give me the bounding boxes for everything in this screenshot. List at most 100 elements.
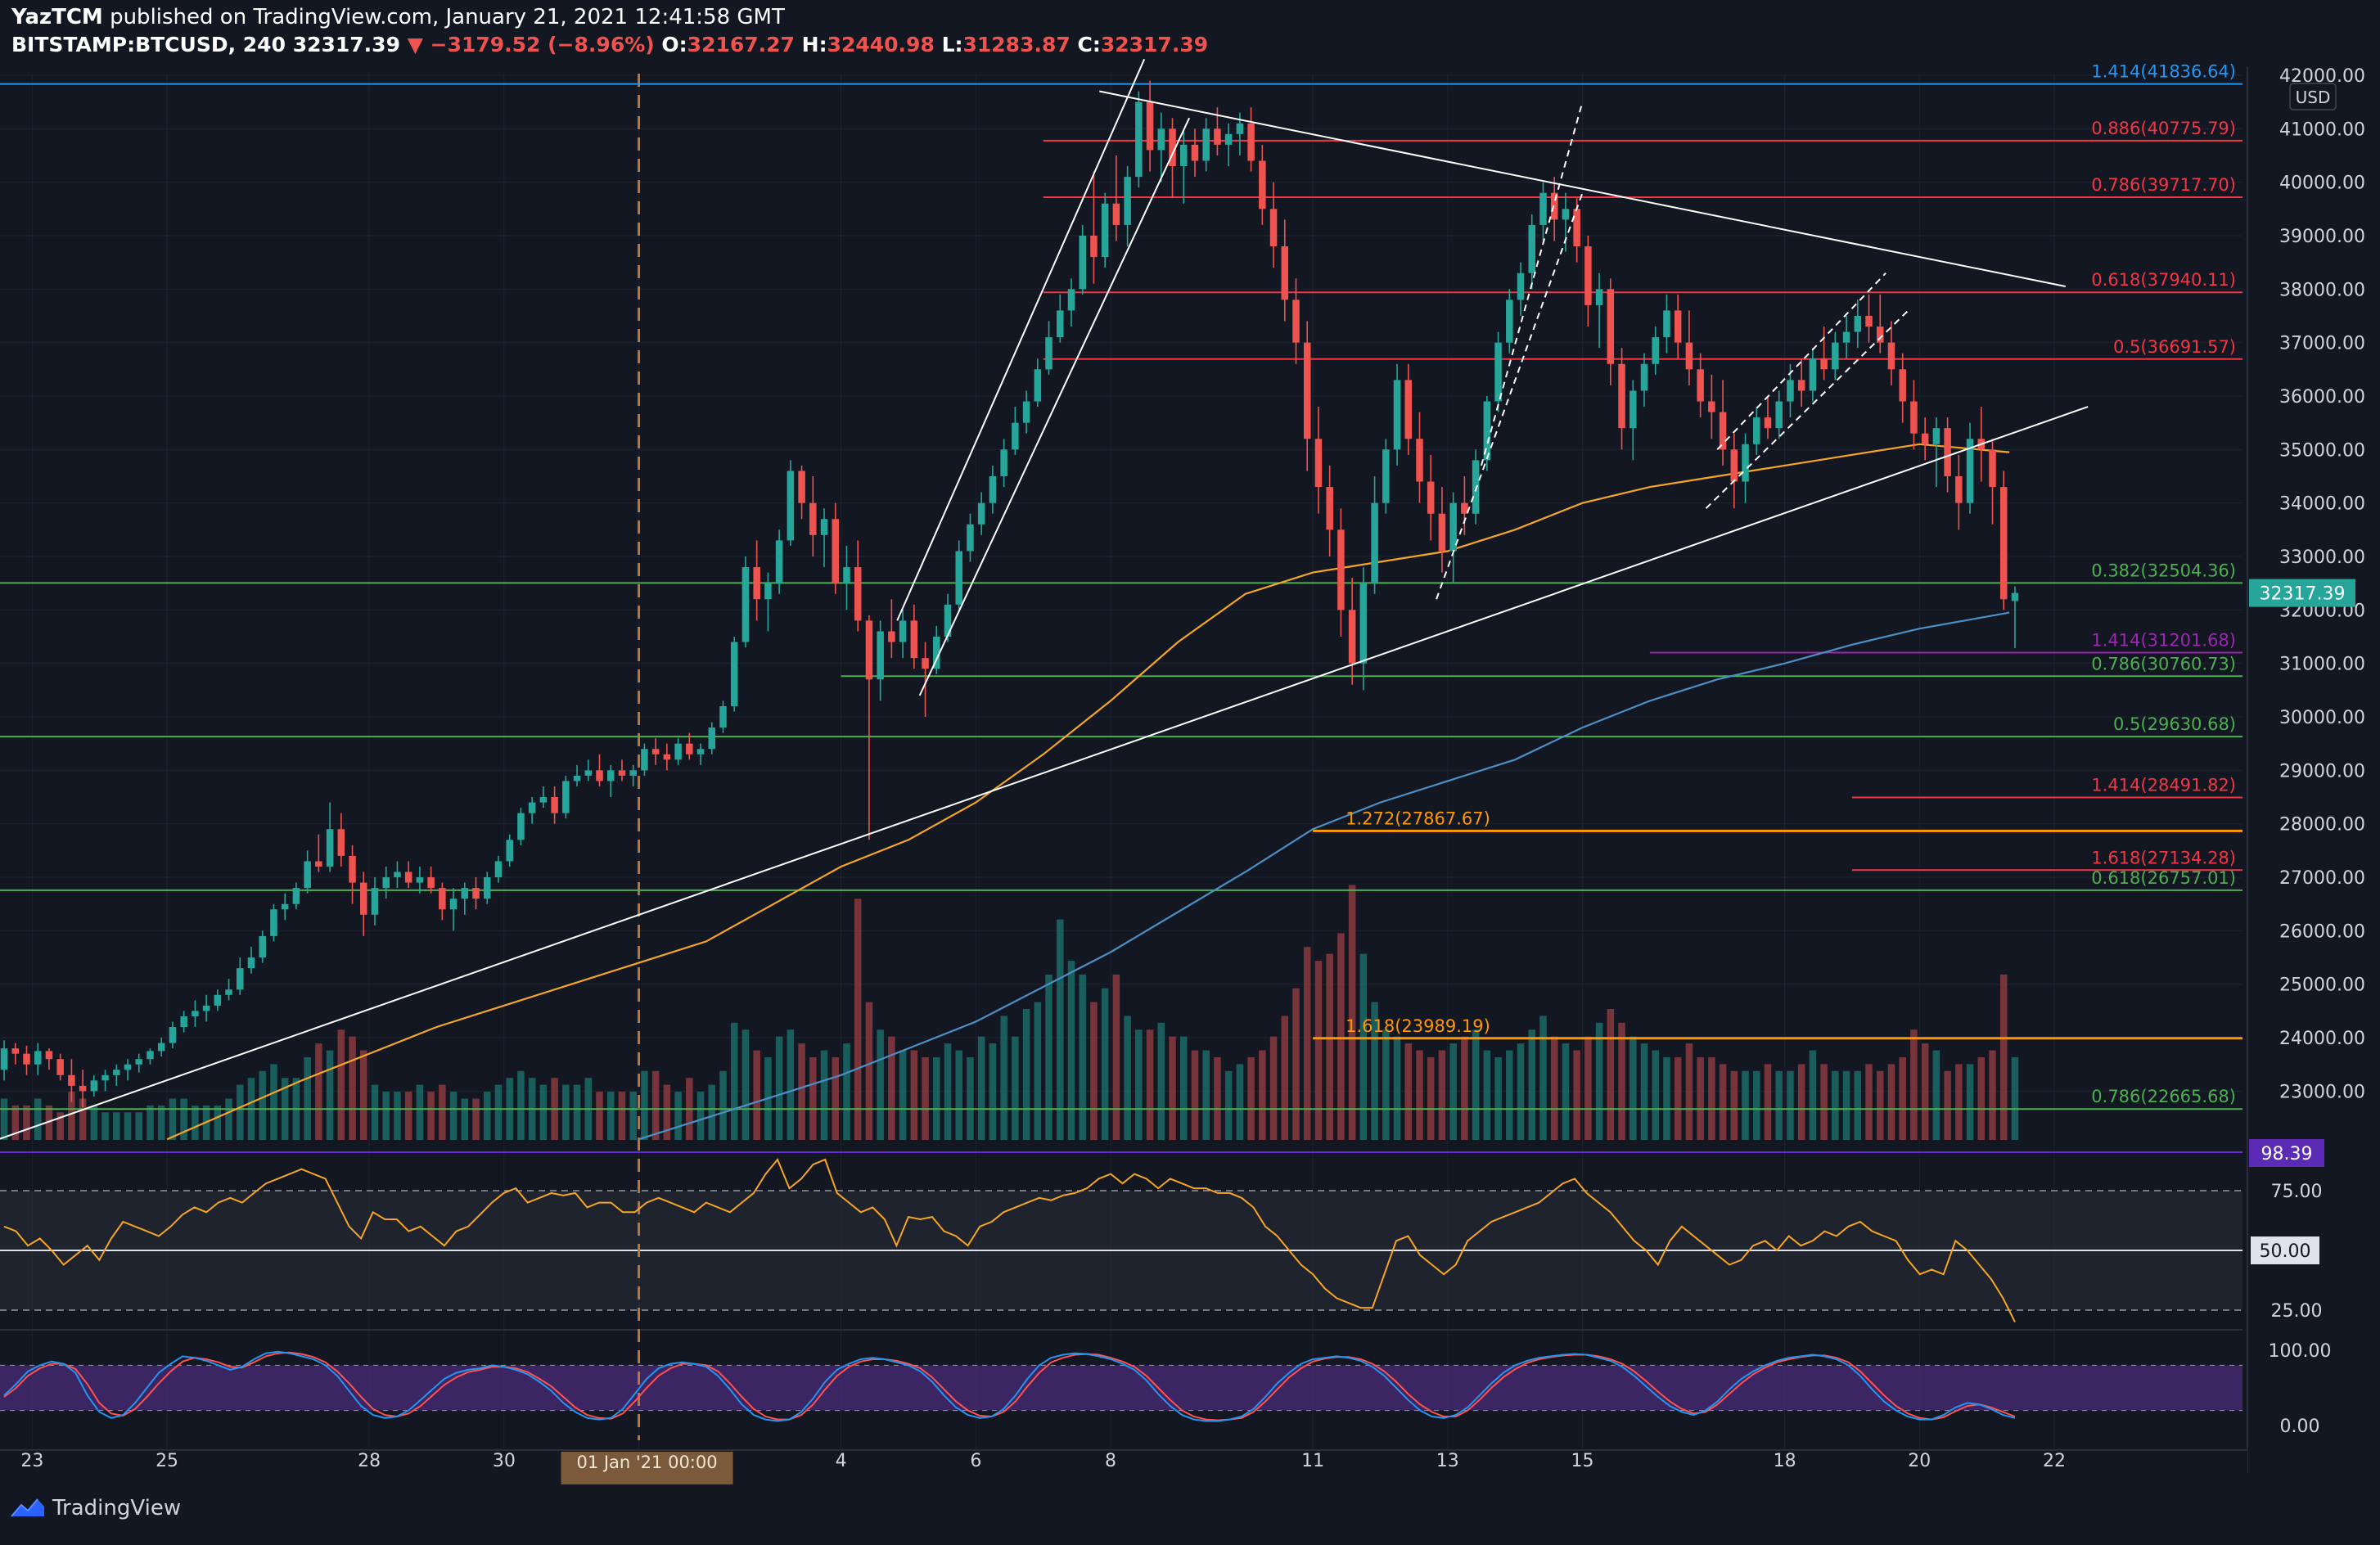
stoch-k-series bbox=[3, 1350, 2016, 1422]
fib-label: 1.618(27134.28) bbox=[2091, 848, 2236, 867]
publish-info: YazTCM published on TradingView.com, Jan… bbox=[11, 5, 785, 29]
candle-body bbox=[146, 1051, 154, 1060]
date-tick-label: 28 bbox=[358, 1451, 381, 1471]
candle-body bbox=[888, 631, 895, 642]
candle-body bbox=[989, 475, 997, 503]
candle-body bbox=[1224, 133, 1233, 145]
candle-body bbox=[1179, 144, 1188, 167]
candle-body bbox=[1000, 449, 1007, 476]
volume-bar bbox=[798, 1043, 805, 1140]
price-tick-label: 25000.00 bbox=[2279, 975, 2365, 996]
date-tick-label: 8 bbox=[1105, 1451, 1116, 1471]
tradingview-brand[interactable]: TradingView bbox=[10, 1496, 181, 1520]
fib-label: 0.786(22665.68) bbox=[2091, 1087, 2236, 1106]
volume-bar bbox=[1202, 1050, 1210, 1140]
candle-body bbox=[1607, 289, 1615, 364]
volume-bar bbox=[562, 1084, 570, 1140]
volume-bar bbox=[1595, 1022, 1603, 1140]
volume-bar bbox=[922, 1056, 929, 1140]
candle-body bbox=[349, 855, 356, 883]
candle-body bbox=[674, 743, 682, 760]
volume-bar bbox=[225, 1098, 232, 1140]
candle-body bbox=[1472, 460, 1480, 514]
candle-body bbox=[517, 813, 525, 840]
volume-bar bbox=[1842, 1070, 1850, 1140]
candle-body bbox=[1259, 160, 1266, 209]
candle-body bbox=[651, 749, 660, 754]
candle-body bbox=[124, 1064, 132, 1070]
volume-bar bbox=[606, 1092, 615, 1140]
low-label: L: bbox=[941, 33, 963, 56]
volume-bar bbox=[1269, 1036, 1278, 1140]
candle-body bbox=[1562, 209, 1570, 220]
volume-bar bbox=[1999, 974, 2008, 1140]
date-tick-label: 23 bbox=[20, 1451, 43, 1471]
candle-body bbox=[1910, 401, 1918, 434]
fib-label: 1.414(28491.82) bbox=[2091, 776, 2236, 795]
volume-bar bbox=[180, 1098, 187, 1140]
candle-body bbox=[1371, 502, 1378, 583]
volume-bar bbox=[56, 1112, 64, 1140]
publisher-name[interactable]: YazTCM bbox=[11, 5, 103, 29]
candle-body bbox=[1663, 310, 1670, 338]
candle-body bbox=[1820, 358, 1828, 370]
candle-body bbox=[202, 1005, 210, 1011]
date-tick-label: 30 bbox=[493, 1451, 516, 1471]
candle-body bbox=[45, 1051, 53, 1060]
volume-bar bbox=[1146, 1029, 1154, 1140]
volume-bar bbox=[1944, 1070, 1951, 1140]
volume-bar bbox=[1034, 1002, 1042, 1140]
volume-bar bbox=[989, 1043, 997, 1140]
candle-body bbox=[1449, 502, 1457, 552]
volume-bar bbox=[1652, 1050, 1659, 1140]
volume-bar bbox=[461, 1098, 469, 1140]
candle-body bbox=[360, 882, 367, 915]
candle-body bbox=[764, 583, 772, 600]
volume-bar bbox=[1112, 974, 1120, 1140]
candle-body bbox=[1483, 401, 1491, 461]
volume-bar bbox=[944, 1043, 952, 1140]
candle-body bbox=[1359, 583, 1368, 664]
stoch-band bbox=[0, 1365, 2243, 1411]
volume-bar bbox=[1539, 1016, 1547, 1140]
high-value: 32440.98 bbox=[827, 33, 935, 56]
volume-bar bbox=[1528, 1029, 1536, 1140]
candle-body bbox=[1101, 203, 1109, 258]
candle-body bbox=[494, 861, 503, 878]
price-tick-label: 27000.00 bbox=[2279, 868, 2365, 889]
price-tick-label: 24000.00 bbox=[2279, 1029, 2365, 1049]
stochastic-pane bbox=[0, 1364, 2243, 1412]
volume-bar bbox=[382, 1092, 390, 1140]
candle-body bbox=[1944, 428, 1951, 476]
volume-bar bbox=[337, 1029, 345, 1140]
candle-body bbox=[730, 642, 738, 706]
volume-bar bbox=[326, 1050, 334, 1140]
candle-body bbox=[1775, 401, 1783, 429]
volume-bar bbox=[1742, 1070, 1749, 1140]
candle-body bbox=[910, 620, 918, 659]
candle-body bbox=[1146, 101, 1154, 151]
candle-body bbox=[573, 775, 581, 782]
high-label: H: bbox=[801, 33, 827, 56]
open-value: 32167.27 bbox=[687, 33, 795, 56]
volume-bar bbox=[1887, 1064, 1895, 1140]
fib-label: 1.272(27867.67) bbox=[1346, 809, 1490, 828]
candle-body bbox=[1719, 412, 1727, 450]
trendline-wedge-lower bbox=[1436, 192, 1584, 600]
volume-bar bbox=[1730, 1070, 1738, 1140]
volume-bar bbox=[843, 1043, 850, 1140]
volume-bar bbox=[1629, 1036, 1637, 1140]
symbol-name[interactable]: BITSTAMP:BTCUSD, 240 bbox=[11, 33, 286, 56]
volume-bar bbox=[304, 1056, 311, 1140]
volume-bar bbox=[1337, 933, 1345, 1140]
candle-body bbox=[1887, 342, 1895, 370]
candle-body bbox=[2011, 592, 2019, 601]
candle-body bbox=[1461, 502, 1468, 514]
volume-bar bbox=[1214, 1056, 1221, 1140]
volume-bar bbox=[1483, 1050, 1491, 1140]
volume-bar bbox=[1012, 1036, 1019, 1140]
candle-body bbox=[461, 888, 469, 899]
currency-badge bbox=[2289, 83, 2337, 110]
